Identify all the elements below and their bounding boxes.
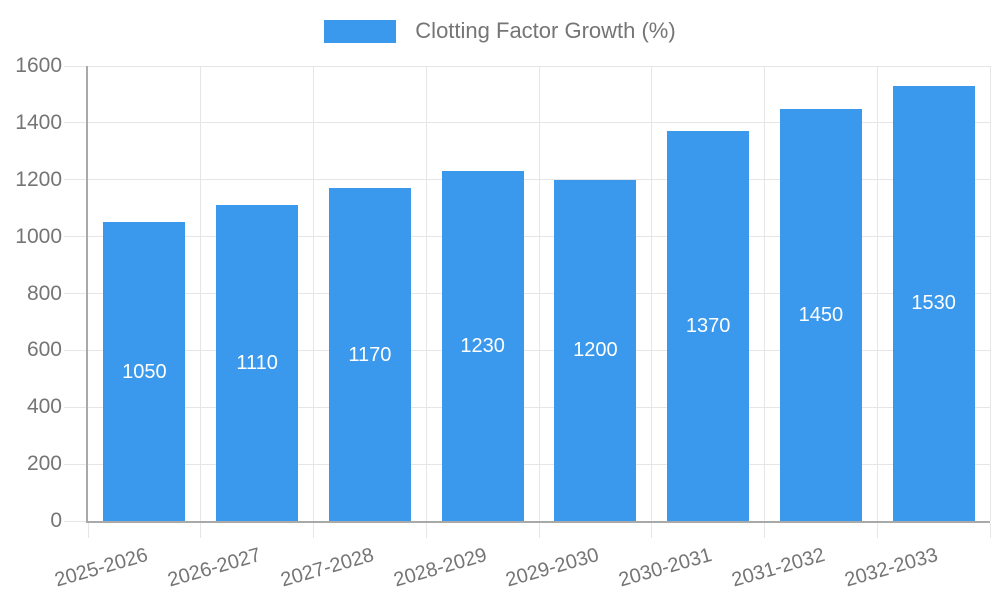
y-axis-tick-label: 1200: [15, 167, 62, 191]
legend-label: Clotting Factor Growth (%): [415, 18, 676, 43]
bar-value-label: 1370: [685, 315, 731, 338]
bar[interactable]: [779, 108, 862, 521]
bar[interactable]: [554, 179, 637, 521]
x-axis-line: [86, 521, 990, 523]
y-axis-tick: [64, 122, 88, 124]
y-axis-tick: [64, 349, 88, 351]
gridline-x: [651, 66, 653, 521]
bar[interactable]: [216, 205, 299, 521]
x-axis-tick: [425, 523, 427, 538]
bar-value-label: 1110: [236, 352, 278, 375]
x-axis-tick: [989, 523, 991, 538]
gridline-x: [425, 66, 427, 521]
y-axis-tick: [64, 463, 88, 465]
y-axis-tick-label: 1000: [15, 224, 62, 248]
y-axis-tick-label: 600: [26, 338, 62, 362]
gridline-x: [989, 66, 991, 521]
chart-legend[interactable]: Clotting Factor Growth (%): [0, 18, 1000, 44]
y-axis-tick-label: 400: [26, 395, 62, 419]
x-axis-tick: [200, 523, 202, 538]
y-axis-tick: [64, 520, 88, 522]
y-axis-tick-label: 200: [26, 452, 62, 476]
bar[interactable]: [103, 222, 186, 521]
bar[interactable]: [667, 131, 750, 521]
y-axis-tick: [64, 236, 88, 238]
gridline-x: [538, 66, 540, 521]
y-axis-tick: [64, 406, 88, 408]
bar-value-label: 1530: [911, 292, 956, 315]
gridline-x: [313, 66, 314, 521]
y-axis-tick: [64, 65, 88, 67]
gridline-x: [876, 66, 878, 521]
x-axis-tick: [764, 523, 765, 538]
gridline-x: [764, 66, 765, 521]
x-axis-tick: [313, 523, 314, 538]
x-axis-tick: [87, 523, 89, 538]
y-axis-tick: [64, 179, 88, 181]
bar-value-label: 1450: [798, 303, 844, 326]
x-axis-tick: [876, 523, 878, 538]
gridline-x: [200, 66, 202, 521]
bar[interactable]: [328, 188, 411, 521]
x-axis-tick: [538, 523, 540, 538]
y-axis-tick: [64, 293, 88, 294]
y-axis-tick-label: 1600: [15, 54, 62, 77]
bar-value-label: 1230: [460, 335, 505, 358]
y-axis-tick-label: 0: [50, 509, 62, 532]
y-axis-tick-label: 1400: [15, 110, 62, 134]
x-axis-tick: [651, 523, 653, 538]
bar-value-label: 1170: [348, 343, 392, 366]
y-axis-tick-label: 800: [26, 281, 62, 305]
y-axis-line: [86, 66, 88, 521]
bar-value-label: 1200: [573, 339, 618, 362]
bar[interactable]: [441, 171, 524, 521]
bar[interactable]: [892, 85, 975, 521]
bar-value-label: 1050: [122, 360, 167, 383]
legend-swatch: [324, 19, 397, 43]
